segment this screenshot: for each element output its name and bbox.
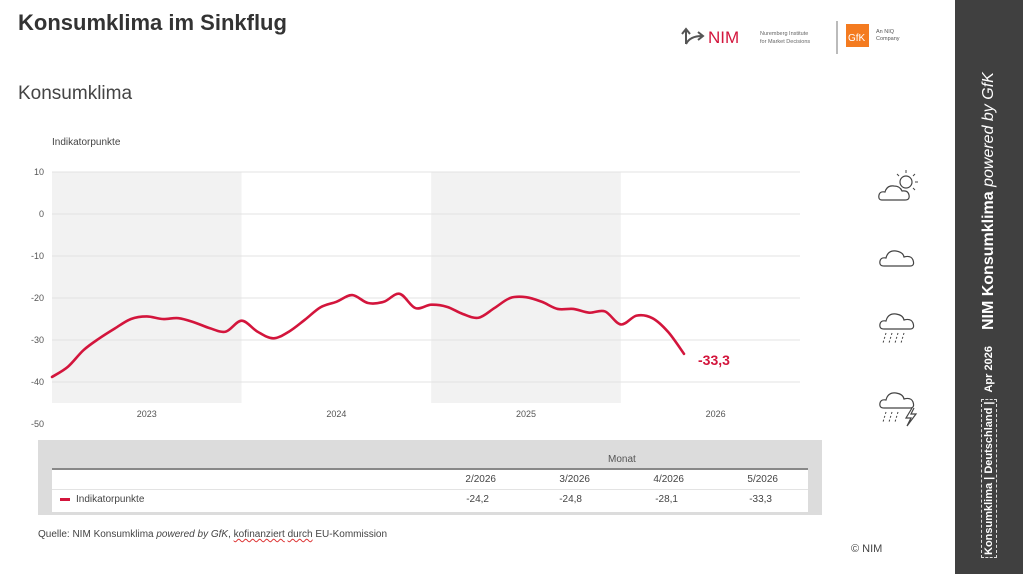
x-tick-label: 2024 [326, 409, 346, 419]
gfk-sub2: Company [876, 36, 900, 42]
logos: NIM Nuremberg Institute for Market Decis… [681, 21, 900, 54]
data-table: Monat 2/2026 3/2026 4/2026 5/2026 Indika… [38, 440, 822, 515]
page-title: Konsumklima im Sinkflug [18, 10, 287, 35]
x-tick-label: 2026 [706, 409, 726, 419]
gfk-text: GfK [848, 33, 866, 44]
copyright: © NIM [851, 543, 883, 555]
gfk-sub1: An NIQ [876, 29, 895, 35]
source-comma: , [228, 529, 234, 540]
table-cell: -24,8 [559, 494, 582, 505]
y-axis-label: Indikatorpunkte [52, 137, 121, 148]
sidebar-region: Konsumklima | Deutschland | [981, 398, 997, 558]
gfk-logo: GfK An NIQ Company [846, 24, 900, 47]
table-cell: -33,3 [749, 494, 772, 505]
y-tick-label: -30 [31, 335, 44, 345]
table-cell: -28,1 [655, 494, 678, 505]
sidebar-banner: Konsumklima | Deutschland | Apr 2026 NIM… [955, 0, 1023, 574]
sidebar-date: Apr 2026 [983, 346, 995, 393]
sidebar-title-italic: powered by GfK [980, 72, 997, 187]
source-word: durch [287, 529, 313, 540]
source-word: kofinanziert [233, 529, 285, 540]
column-header: 2/2026 [465, 474, 496, 485]
legend-swatch [60, 498, 70, 501]
y-tick-label: 0 [39, 209, 44, 219]
nim-logo: NIM Nuremberg Institute for Market Decis… [681, 27, 810, 47]
end-value-label: -33,3 [698, 352, 730, 368]
sidebar-title: NIM Konsumklima powered by GfK [980, 72, 998, 330]
nim-sub1: Nuremberg Institute [760, 31, 808, 37]
rain-cloud-icon [879, 313, 915, 344]
year-band [52, 172, 242, 403]
table-group-header: Monat [608, 454, 636, 465]
y-tick-label: -20 [31, 293, 44, 303]
y-tick-label: -10 [31, 251, 44, 261]
column-header: 5/2026 [747, 474, 778, 485]
column-header: 3/2026 [559, 474, 590, 485]
table-cell: -24,2 [466, 494, 489, 505]
source-text: Quelle: NIM Konsumklima [38, 529, 157, 540]
row-label: Indikatorpunkte [76, 494, 145, 505]
chart-heading: Konsumklima [18, 83, 133, 104]
x-tick-label: 2025 [516, 409, 536, 419]
year-band [431, 172, 621, 403]
nim-text: NIM [708, 28, 739, 47]
nim-sub2: for Market Decisions [760, 39, 810, 45]
y-tick-label: -40 [31, 377, 44, 387]
source-note: Quelle: NIM Konsumklima powered by GfK, … [38, 529, 387, 540]
sun-cloud-icon [878, 170, 918, 201]
y-tick-label: -50 [31, 419, 44, 429]
line-chart: 10 0 -10 -20 -30 -40 -50 2023 2024 2025 2026 -33,3 [31, 167, 800, 429]
sidebar-title-bold: NIM Konsumklima [980, 186, 997, 331]
source-italic: powered by GfK [156, 529, 229, 540]
y-tick-label: 10 [34, 167, 44, 177]
thunderstorm-icon [879, 392, 918, 427]
source-text: EU-Kommission [312, 529, 388, 540]
x-tick-label: 2023 [137, 409, 157, 419]
cloud-icon [879, 250, 915, 267]
column-header: 4/2026 [653, 474, 684, 485]
